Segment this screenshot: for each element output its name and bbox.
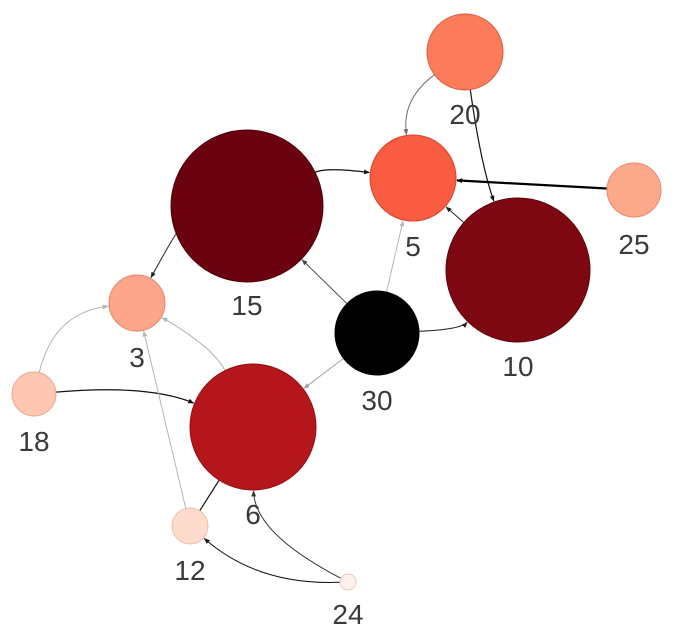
edge-10-to-5: [445, 206, 465, 224]
edge-24-to-6: [251, 490, 342, 579]
node-label-25: 25: [618, 229, 649, 260]
edge-18-to-6: [55, 389, 195, 404]
edge-30-to-5: [386, 220, 405, 293]
node-18[interactable]: [11, 371, 57, 417]
node-label-15: 15: [231, 290, 262, 321]
node-15[interactable]: [170, 129, 324, 283]
node-3[interactable]: [108, 274, 166, 332]
edge-18-to-3: [38, 304, 109, 373]
node-label-20: 20: [449, 99, 480, 130]
node-label-10: 10: [502, 351, 533, 382]
node-label-30: 30: [361, 385, 392, 416]
edge-6-to-3: [161, 317, 226, 371]
node-label-5: 5: [405, 231, 421, 262]
node-label-6: 6: [245, 499, 261, 530]
edge-12-to-6: [199, 475, 224, 512]
edge-12-to-3: [142, 330, 187, 509]
node-10[interactable]: [445, 197, 591, 343]
edge-15-to-5: [314, 169, 370, 175]
node-5[interactable]: [369, 134, 457, 222]
node-6[interactable]: [189, 363, 317, 491]
edge-30-to-6: [303, 358, 344, 389]
edge-15-to-3: [150, 233, 177, 279]
node-layer: [11, 13, 662, 591]
edge-20-to-10: [469, 89, 495, 202]
node-label-18: 18: [18, 426, 49, 457]
node-label-12: 12: [174, 555, 205, 586]
edge-25-to-5: [456, 178, 608, 190]
node-30[interactable]: [334, 290, 420, 376]
node-label-3: 3: [129, 342, 145, 373]
edge-20-to-5: [403, 74, 435, 136]
label-layer: 20 5 25 15 10 3 30 18 6 12 24: [18, 99, 649, 630]
node-25[interactable]: [606, 162, 662, 218]
node-label-24: 24: [332, 599, 363, 630]
edge-24-to-12: [203, 538, 341, 584]
node-12[interactable]: [171, 507, 209, 545]
edge-30-to-10: [418, 321, 468, 332]
node-20[interactable]: [426, 13, 504, 91]
edge-layer: [38, 74, 608, 584]
edge-30-to-15: [301, 259, 348, 305]
node-24[interactable]: [339, 573, 357, 591]
